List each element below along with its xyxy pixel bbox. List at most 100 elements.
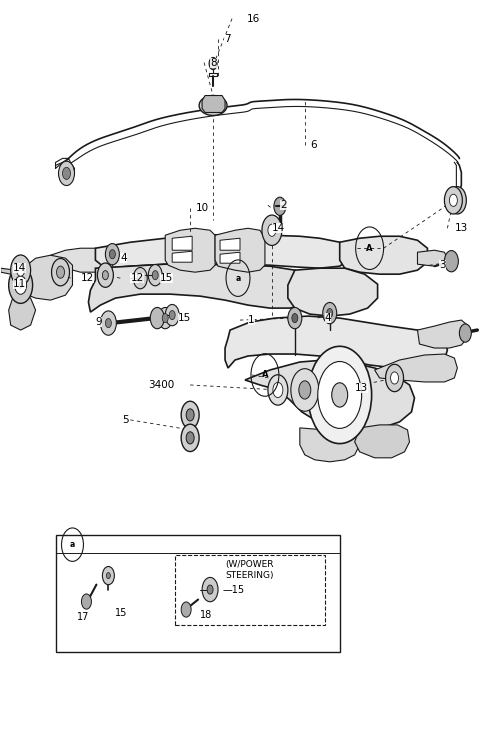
Circle shape [17,264,24,276]
Circle shape [15,276,26,295]
Circle shape [273,382,283,398]
Circle shape [19,282,23,288]
Circle shape [202,577,218,602]
Polygon shape [300,428,360,462]
FancyBboxPatch shape [175,555,325,624]
Circle shape [97,263,113,287]
Polygon shape [0,268,16,275]
FancyBboxPatch shape [56,534,340,653]
Polygon shape [9,292,36,330]
Text: —15: —15 [222,585,244,594]
Circle shape [57,266,64,279]
Circle shape [162,314,168,322]
Circle shape [288,308,302,329]
Text: A: A [262,371,268,379]
Polygon shape [288,268,378,316]
Circle shape [165,304,179,326]
Text: 3400: 3400 [148,380,175,390]
Ellipse shape [199,96,227,115]
Circle shape [102,567,114,585]
Circle shape [391,372,398,384]
Circle shape [323,303,336,324]
Circle shape [444,251,458,272]
Circle shape [181,401,199,428]
Circle shape [332,383,348,407]
Circle shape [59,162,74,186]
Circle shape [106,243,120,265]
Circle shape [448,186,467,214]
Circle shape [100,311,116,336]
Text: 14: 14 [272,223,285,233]
Circle shape [299,381,311,399]
Polygon shape [202,96,225,113]
Circle shape [454,194,461,206]
Text: 2: 2 [280,200,287,211]
Text: 13: 13 [455,223,468,233]
Text: 7: 7 [224,34,231,44]
Text: 18: 18 [200,610,212,620]
Circle shape [11,255,31,285]
Polygon shape [418,320,468,348]
Text: 15: 15 [178,313,192,323]
Polygon shape [172,251,192,262]
Polygon shape [245,360,415,430]
Circle shape [262,215,282,246]
Polygon shape [50,249,108,272]
Circle shape [102,270,108,280]
Circle shape [209,58,217,69]
Polygon shape [220,252,240,263]
Text: A: A [366,243,373,253]
Text: 4: 4 [120,253,127,263]
Polygon shape [225,316,447,368]
Text: 10: 10 [196,203,209,213]
Text: 15: 15 [160,273,173,283]
Circle shape [152,270,158,280]
Circle shape [158,308,172,329]
Text: a: a [235,273,240,283]
Circle shape [169,311,175,319]
Polygon shape [220,238,240,250]
Circle shape [51,259,70,286]
Circle shape [82,594,91,609]
Circle shape [106,319,111,327]
Circle shape [291,368,319,412]
Text: 12: 12 [130,273,144,283]
Text: a: a [70,540,75,549]
Text: (W/POWER
STEERING): (W/POWER STEERING) [226,560,274,580]
Circle shape [449,194,457,206]
Text: 11: 11 [12,279,26,289]
Circle shape [268,375,288,405]
Text: 15: 15 [115,607,128,618]
Text: 14: 14 [12,263,26,273]
Polygon shape [16,255,72,300]
Circle shape [385,364,404,392]
Circle shape [150,308,164,329]
Circle shape [107,572,110,579]
Circle shape [459,324,471,342]
Circle shape [148,265,162,286]
Circle shape [62,167,71,179]
Circle shape [9,267,33,303]
Circle shape [444,186,462,214]
Polygon shape [165,228,215,272]
Text: 9: 9 [96,317,102,327]
Circle shape [308,346,372,444]
Polygon shape [355,425,409,458]
Circle shape [181,424,199,452]
Polygon shape [418,250,447,266]
Circle shape [133,268,147,289]
Polygon shape [340,236,428,274]
Circle shape [318,362,361,428]
Circle shape [274,197,286,216]
Text: 8: 8 [210,58,216,67]
Circle shape [268,224,276,236]
Circle shape [109,250,115,259]
Circle shape [186,409,194,421]
Text: 4: 4 [325,313,331,323]
Circle shape [327,308,333,318]
Text: 5: 5 [122,415,129,425]
Ellipse shape [205,99,221,112]
Polygon shape [215,228,265,272]
Circle shape [207,585,213,594]
Polygon shape [172,236,192,250]
